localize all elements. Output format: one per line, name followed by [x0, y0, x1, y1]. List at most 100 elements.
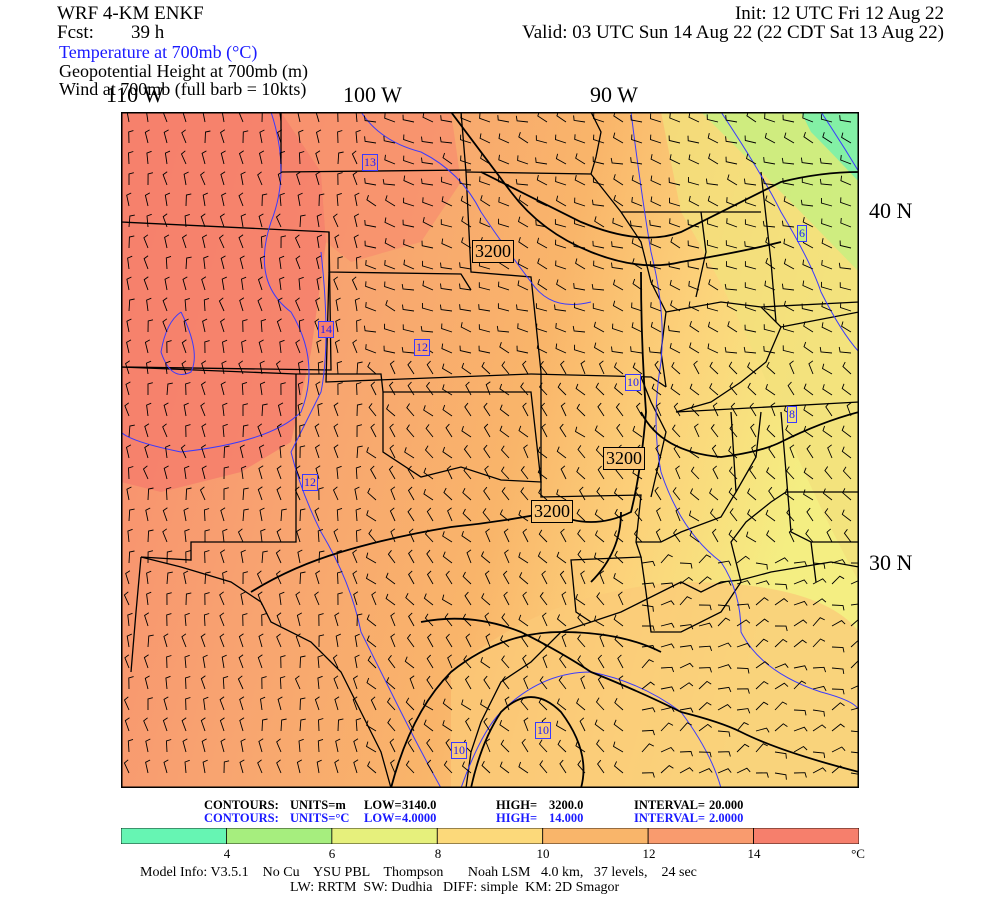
- wind-barb: [648, 346, 662, 354]
- wind-barb: [846, 402, 852, 417]
- wind-barb: [652, 424, 662, 438]
- wind-barb: [728, 361, 738, 375]
- wind-barb: [812, 578, 827, 585]
- wind-barb: [336, 549, 342, 564]
- wind-barb: [239, 717, 245, 732]
- wind-barb: [803, 341, 814, 354]
- wind-barb: [352, 339, 358, 354]
- wind-barb: [744, 241, 757, 249]
- wind-barb: [822, 384, 833, 396]
- wind-barb: [577, 550, 586, 564]
- wind-barb: [332, 213, 339, 228]
- wind-barb: [698, 645, 713, 652]
- wind-barb: [479, 113, 491, 123]
- wind-barb: [806, 444, 814, 459]
- wind-barb: [315, 465, 321, 480]
- wind-barb: [183, 318, 189, 333]
- wind-barb: [147, 550, 154, 564]
- wind-barb: [405, 697, 415, 711]
- wind-barb: [280, 235, 287, 249]
- wind-barb: [774, 751, 787, 759]
- wind-barb: [650, 279, 662, 291]
- wind-barb: [371, 591, 377, 606]
- wind-barb: [831, 746, 846, 753]
- wind-barb: [356, 256, 362, 270]
- wind-barb: [594, 216, 605, 228]
- wind-barb: [144, 192, 151, 207]
- wind-barb: [717, 664, 732, 670]
- wind-barb: [316, 759, 322, 774]
- wind-barb: [650, 175, 662, 186]
- wind-barb: [560, 402, 567, 417]
- wind-barb: [204, 130, 211, 144]
- wind-barb: [783, 323, 795, 333]
- wind-barb: [698, 667, 712, 673]
- wind-barb: [821, 218, 833, 228]
- wind-barb: [839, 282, 852, 291]
- wind-barb: [332, 654, 339, 669]
- wind-barb: [204, 529, 210, 542]
- wind-barb: [575, 258, 586, 270]
- wind-barb: [128, 424, 135, 438]
- wind-barb: [850, 751, 859, 754]
- wind-barb: [838, 346, 852, 354]
- wind-barb: [537, 635, 548, 648]
- wind-barb: [181, 717, 187, 732]
- wind-barb: [427, 633, 434, 648]
- wind-barb: [478, 345, 491, 354]
- wind-barb: [812, 767, 827, 774]
- wind-barb: [277, 171, 283, 186]
- wind-barb: [422, 699, 434, 711]
- wind-barb: [641, 560, 656, 567]
- wind-barb: [572, 325, 586, 333]
- wind-barb: [577, 655, 586, 669]
- wind-barb: [774, 598, 789, 606]
- wind-barb: [755, 743, 768, 753]
- wind-barb: [555, 720, 567, 732]
- wind-barb: [258, 444, 265, 459]
- wind-barb: [426, 570, 434, 585]
- colorbar-tick: 6: [328, 846, 336, 861]
- wind-barb: [314, 507, 320, 522]
- wind-barb: [442, 384, 453, 396]
- wind-barb: [276, 633, 282, 648]
- wind-barb: [668, 261, 681, 270]
- wind-barb: [259, 360, 265, 375]
- wind-barb: [407, 507, 415, 522]
- wind-barb: [403, 239, 415, 249]
- wind-barb: [822, 132, 833, 144]
- wind-barb: [241, 381, 248, 396]
- wind-barb: [333, 402, 339, 417]
- wind-barb: [774, 701, 788, 711]
- forecast-hour-label: Fcst:: [57, 22, 94, 43]
- wind-barb: [559, 570, 567, 585]
- wind-barb: [202, 318, 208, 333]
- wind-barb: [822, 425, 833, 438]
- wind-barb: [747, 362, 757, 375]
- wind-barb: [317, 402, 323, 417]
- colorbar-segment: [121, 828, 227, 844]
- wind-barb: [336, 507, 343, 522]
- wind-barb: [655, 465, 662, 480]
- wind-barb: [727, 174, 738, 186]
- wind-barb: [279, 276, 285, 291]
- wind-barb: [461, 216, 472, 228]
- wind-barb: [426, 675, 434, 690]
- wind-barb: [275, 213, 282, 228]
- wind-barb: [522, 360, 529, 375]
- wind-barb: [406, 633, 415, 648]
- wind-barb: [839, 115, 852, 123]
- wind-barb: [276, 738, 282, 753]
- wind-barb: [181, 234, 187, 249]
- wind-barb: [223, 445, 230, 459]
- wind-barb: [294, 234, 301, 249]
- wind-barb: [803, 425, 814, 438]
- wind-barb: [812, 666, 827, 673]
- wind-barb: [143, 234, 149, 249]
- wind-barb: [222, 339, 228, 354]
- wind-barb: [242, 571, 249, 585]
- wind-barb: [593, 260, 605, 270]
- wind-barb: [365, 741, 377, 753]
- wind-barb: [299, 424, 305, 438]
- wind-barb: [317, 360, 324, 375]
